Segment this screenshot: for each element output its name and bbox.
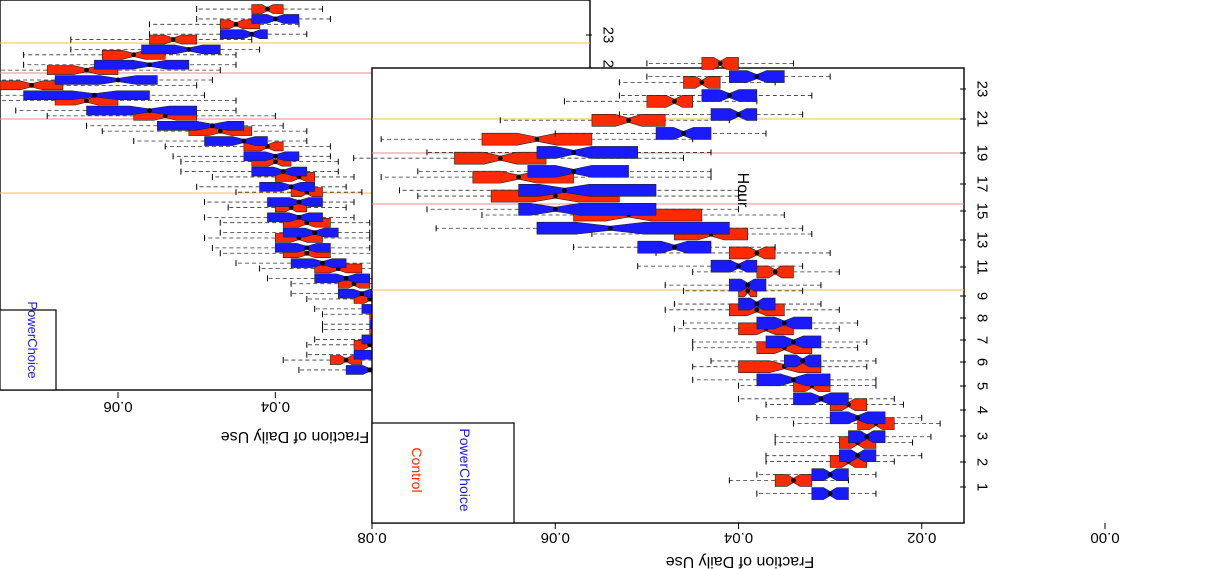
- front-box-control-19: [380, 132, 694, 146]
- back-box-powerchoice-9: [211, 243, 371, 253]
- front-box-powerchoice-7: [692, 373, 877, 387]
- front-hour-tick-label: 7: [974, 336, 991, 344]
- back-box-powerchoice-14: [180, 166, 339, 177]
- front-x-tick-label: 0.08: [357, 529, 386, 546]
- front-x-axis: 0.00 0.02 0.04 0.06 0.08: [357, 523, 1120, 546]
- front-box-powerchoice-12: [664, 278, 822, 292]
- back-box-powerchoice-16: [133, 136, 308, 146]
- back-box-powerchoice-15: [172, 151, 331, 162]
- front-box-powerchoice-23: [646, 70, 831, 83]
- back-box-powerchoice-7: [266, 273, 394, 284]
- back-box-control-22: [70, 34, 253, 45]
- front-panel: 0.00 0.02 0.04 0.06 0.08 Fraction of Daily Us…: [353, 57, 1120, 569]
- front-box-powerchoice-4: [774, 430, 932, 444]
- back-box-powerchoice-23: [148, 29, 308, 40]
- back-box-powerchoice-22: [70, 44, 261, 55]
- front-box-control-23: [646, 57, 794, 70]
- legend-entry-powerchoice: PowerChoice: [25, 301, 40, 378]
- front-chart: 0.00 0.02 0.04 0.06 0.08 Fraction of Daily Us…: [353, 57, 1120, 569]
- front-hour-tick-label: 15: [974, 203, 991, 220]
- legend-entry-control: Control: [409, 447, 425, 492]
- back-legend: PowerChoice: [0, 301, 57, 391]
- front-hour-tick-label: 19: [974, 145, 991, 162]
- front-hour-tick-label: 4: [974, 406, 991, 414]
- front-box-powerchoice-15: [435, 221, 804, 235]
- back-box-powerchoice-17: [86, 120, 284, 131]
- back-box-powerchoice-20: [0, 75, 213, 85]
- front-hour-tick-label: 23: [974, 81, 991, 98]
- front-box-control-18: [353, 151, 685, 165]
- front-box-powerchoice-5: [756, 411, 923, 425]
- front-hour-tick-label: 8: [974, 314, 991, 322]
- back-x-tick-label: 0.06: [103, 398, 132, 415]
- front-box-powerchoice-21: [618, 108, 804, 121]
- legend-entry-powerchoice: PowerChoice: [457, 428, 473, 511]
- front-box-powerchoice-22: [618, 89, 813, 102]
- front-hour-tick-label: 3: [974, 432, 991, 440]
- front-hour-tick-label: 2: [974, 458, 991, 466]
- front-box-powerchoice-1: [756, 487, 877, 500]
- front-legend: Control PowerChoice: [371, 422, 515, 524]
- back-box-powerchoice-13: [196, 182, 347, 192]
- front-hour-tick-label: 5: [974, 382, 991, 390]
- back-box-powerchoice-19: [0, 90, 206, 101]
- back-box-powerchoice-8: [235, 258, 379, 268]
- back-x-axis-label: Fraction of Daily Use: [221, 428, 370, 445]
- back-box-powerchoice-21: [23, 59, 237, 70]
- front-hour-tick-label: 6: [974, 358, 991, 366]
- front-hour-tick-label: 13: [974, 232, 991, 249]
- front-hour-tick-label: 11: [974, 259, 991, 275]
- front-hour-tick-label: 17: [974, 176, 991, 193]
- front-box-powerchoice-19: [426, 146, 712, 159]
- back-hour-tick-label: 23: [600, 27, 617, 44]
- front-x-axis-label: Fraction of Daily Use: [666, 553, 815, 569]
- front-hour-tick-label: 21: [974, 111, 991, 128]
- front-box-powerchoice-10: [683, 316, 859, 330]
- back-x-tick-label: 0.04: [261, 398, 290, 415]
- front-box-powerchoice-17: [398, 184, 739, 197]
- front-box-powerchoice-9: [692, 335, 868, 349]
- front-hour-tick-label: 1: [974, 483, 991, 491]
- front-box-powerchoice-18: [417, 165, 712, 178]
- front-hour-tick-label: 9: [974, 292, 991, 300]
- back-box-control-19: [0, 80, 198, 91]
- back-box-powerchoice-12: [204, 197, 355, 207]
- back-box-control-23: [148, 19, 300, 30]
- front-box-powerchoice-6: [738, 392, 895, 406]
- front-box-powerchoice-14: [573, 240, 776, 254]
- front-box-powerchoice-11: [673, 297, 822, 311]
- back-box-powerchoice-18: [15, 105, 237, 116]
- back-box-powerchoice-24: [196, 14, 331, 24]
- front-x-tick-label: 0.00: [1090, 529, 1119, 546]
- back-box-control-24: [196, 4, 324, 14]
- back-box-powerchoice-11: [204, 212, 355, 223]
- front-box-powerchoice-16: [426, 202, 739, 216]
- back-box-powerchoice-10: [219, 227, 371, 238]
- front-box-powerchoice-2: [756, 468, 877, 481]
- front-hour-label: Hour: [734, 173, 751, 208]
- front-box-powerchoice-8: [710, 354, 877, 368]
- front-box-powerchoice-20: [554, 127, 767, 140]
- front-x-tick-label: 0.02: [907, 529, 936, 546]
- front-box-powerchoice-13: [637, 259, 804, 273]
- front-x-tick-label: 0.06: [541, 529, 570, 546]
- front-box-powerchoice-3: [765, 449, 923, 462]
- front-x-tick-label: 0.04: [724, 529, 753, 546]
